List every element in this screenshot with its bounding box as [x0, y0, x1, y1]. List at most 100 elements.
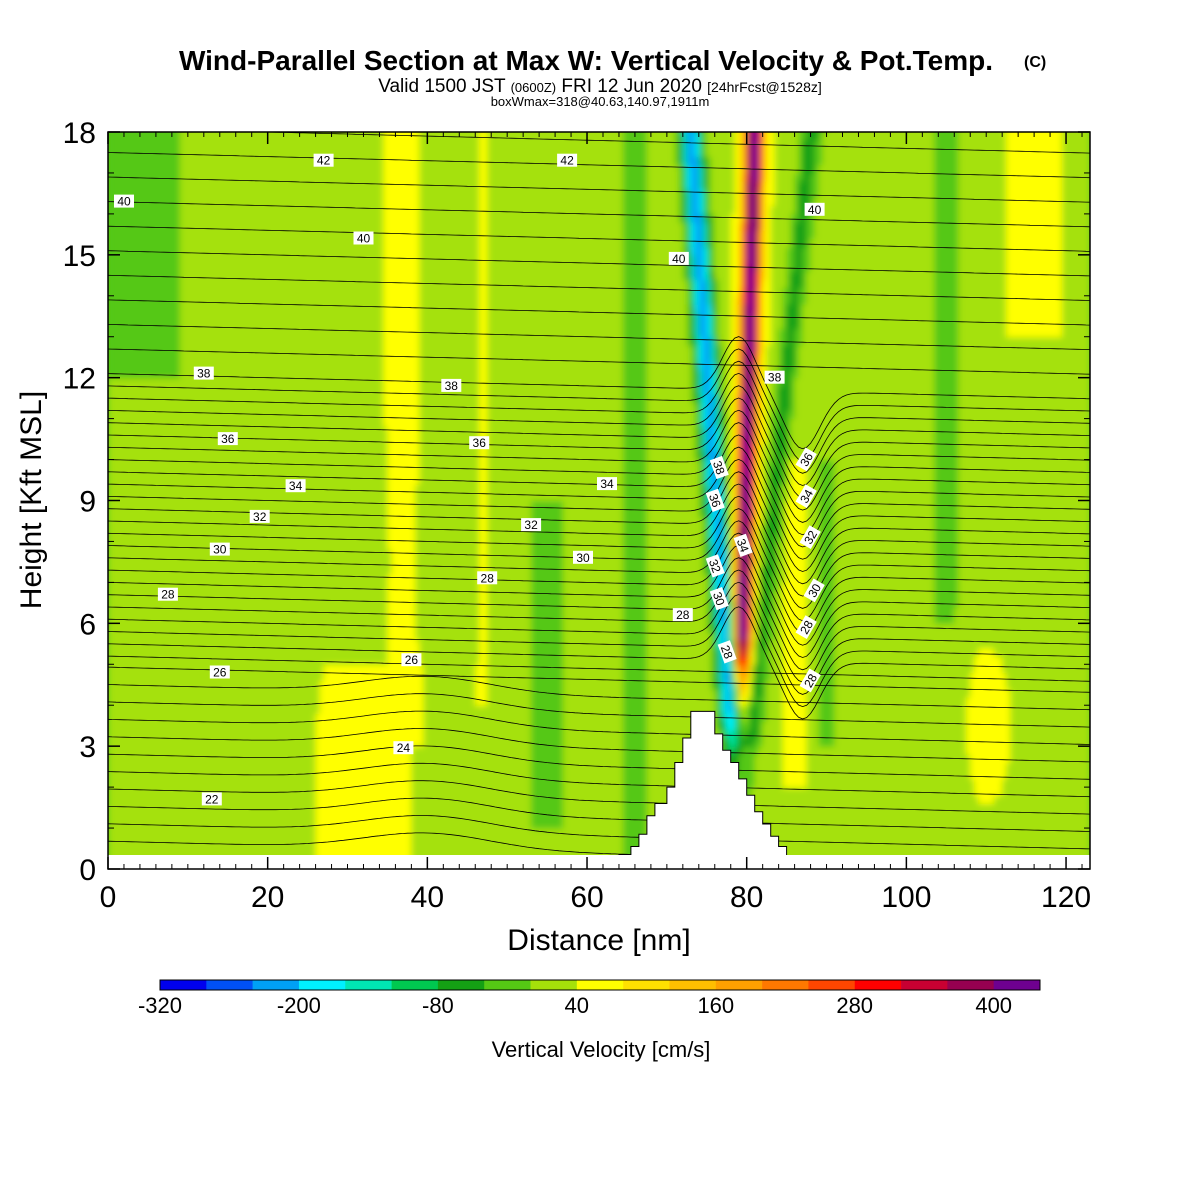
theta-contour — [108, 693, 1090, 728]
theta-contour-label: 34 — [795, 484, 817, 509]
theta-contour — [108, 520, 1090, 634]
theta-contour-label: 38 — [764, 370, 785, 385]
theta-contour-label: 40 — [353, 231, 374, 246]
theta-contour — [108, 397, 1090, 511]
theta-contour — [108, 225, 1090, 252]
theta-contour — [108, 728, 1090, 763]
theta-contour-label: 42 — [557, 153, 578, 168]
colorbar-swatch — [762, 980, 809, 990]
theta-contour-label: 40 — [114, 194, 134, 209]
theta-contour — [108, 557, 1090, 671]
colorbar-swatch — [391, 980, 439, 990]
theta-contour-label: 32 — [521, 518, 542, 532]
theta-contour — [108, 348, 1090, 462]
colorbar-frame — [159, 979, 1041, 991]
theta-contour-label: 22 — [201, 792, 222, 806]
theta-contour-label: 40 — [668, 251, 689, 266]
colorbar-swatch — [669, 980, 717, 990]
colorbar-swatch — [808, 980, 856, 990]
colorbar-swatch — [437, 980, 485, 990]
colorbar-tick-label: -200 — [277, 993, 321, 1018]
y-tick-label: 3 — [79, 731, 96, 764]
colorbar-swatch — [484, 980, 531, 990]
colorbar-swatch — [160, 980, 207, 990]
theta-contour — [108, 299, 1090, 326]
colorbar-swatch — [901, 980, 948, 990]
colorbar-swatch — [854, 980, 902, 990]
x-tick-label: 80 — [730, 881, 763, 914]
subtitle-date: FRI 12 Jun 2020 — [561, 76, 701, 97]
colorbar-label: Vertical Velocity [cm/s] — [492, 1037, 711, 1062]
chart-title: Wind-Parallel Section at Max W: Vertical… — [179, 45, 993, 76]
theta-contour — [108, 176, 1090, 203]
colorbar-tick-label: 160 — [697, 993, 734, 1018]
x-tick-label: 100 — [881, 881, 931, 914]
theta-contour — [108, 324, 1090, 350]
colorbar-tick-label: -320 — [138, 993, 182, 1018]
colorbar: -320 -200 -80 40 160 280 400 — [138, 979, 1041, 1018]
colorbar-swatch — [206, 980, 253, 990]
theta-contour — [108, 274, 1090, 301]
y-tick-label: 12 — [63, 363, 96, 396]
colorbar-swatch — [715, 980, 763, 990]
x-tick-label: 120 — [1041, 881, 1091, 914]
theta-contour — [108, 336, 1090, 450]
subtitle-valid: Valid 1500 JST — [378, 76, 506, 97]
y-tick-label: 6 — [79, 608, 96, 641]
theta-contour-label: 34 — [285, 479, 306, 493]
theta-contour — [108, 815, 1090, 850]
colorbar-swatch — [576, 980, 624, 990]
colorbar-tick-label: -80 — [422, 993, 454, 1018]
theta-contour — [108, 446, 1090, 560]
theta-contour-label: 30 — [209, 542, 230, 557]
theta-contour-label: 26 — [401, 653, 422, 667]
theta-contour-label: 30 — [803, 578, 825, 603]
y-tick-label: 15 — [63, 240, 96, 273]
x-tick-label: 60 — [570, 881, 603, 914]
theta-contour-label: 28 — [799, 668, 821, 693]
theta-contour-label: 36 — [705, 488, 725, 512]
subtitle-utc: (0600Z) — [511, 80, 557, 95]
theta-contour — [108, 360, 1090, 474]
theta-contour — [108, 422, 1090, 536]
chart-subtitle-box: boxWmax=318@40.63,140.97,1911m — [491, 94, 710, 109]
theta-contour — [108, 780, 1090, 815]
plot-area: 22 24 26 26 28 28 28 30 30 32 32 34 34 36 36 38 38 38 40 40… — [108, 132, 1090, 869]
title-copyright-mark: (C) — [1024, 54, 1046, 71]
theta-contour — [108, 508, 1090, 622]
y-tick-label: 18 — [63, 117, 96, 150]
theta-contour — [108, 409, 1090, 523]
theta-contour-label: 32 — [799, 525, 821, 550]
theta-contour — [108, 372, 1090, 486]
ground-strip — [108, 855, 1090, 869]
theta-contour-label: 32 — [249, 509, 270, 524]
theta-contour — [108, 348, 1090, 375]
colorbar-swatch — [993, 980, 1041, 990]
colorbar-tick-label: 40 — [565, 993, 589, 1018]
theta-contour — [108, 762, 1090, 798]
theta-contour-label: 36 — [469, 436, 490, 450]
theta-contour-label: 38 — [709, 455, 729, 480]
theta-contour-label: 36 — [217, 432, 238, 446]
theta-contour-label: 26 — [209, 665, 230, 680]
theta-contour-label: 28 — [477, 571, 498, 585]
y-tick-label: 9 — [79, 486, 96, 519]
subtitle-forecast: [24hrFcst@1528z] — [707, 79, 822, 95]
y-axis-title: Height [Kft MSL] — [15, 391, 48, 609]
theta-contour-label: 30 — [709, 587, 729, 611]
colorbar-tick-label: 280 — [836, 993, 873, 1018]
chart-subtitle: Valid 1500 JST (0600Z) FRI 12 Jun 2020 [… — [378, 76, 822, 97]
theta-contour-label: 38 — [441, 378, 462, 393]
theta-contour — [108, 201, 1090, 228]
theta-contour-label: 28 — [717, 640, 737, 664]
theta-contour — [108, 569, 1090, 683]
theta-contour-label: 38 — [193, 366, 214, 381]
theta-contour-label: 30 — [573, 550, 593, 565]
theta-contour — [108, 606, 1090, 720]
theta-contour-label: 28 — [672, 608, 693, 622]
y-tick-label: 0 — [79, 854, 96, 887]
theta-contour-label: 32 — [705, 554, 725, 578]
colorbar-swatch — [345, 980, 392, 990]
colorbar-swatch — [947, 980, 994, 990]
